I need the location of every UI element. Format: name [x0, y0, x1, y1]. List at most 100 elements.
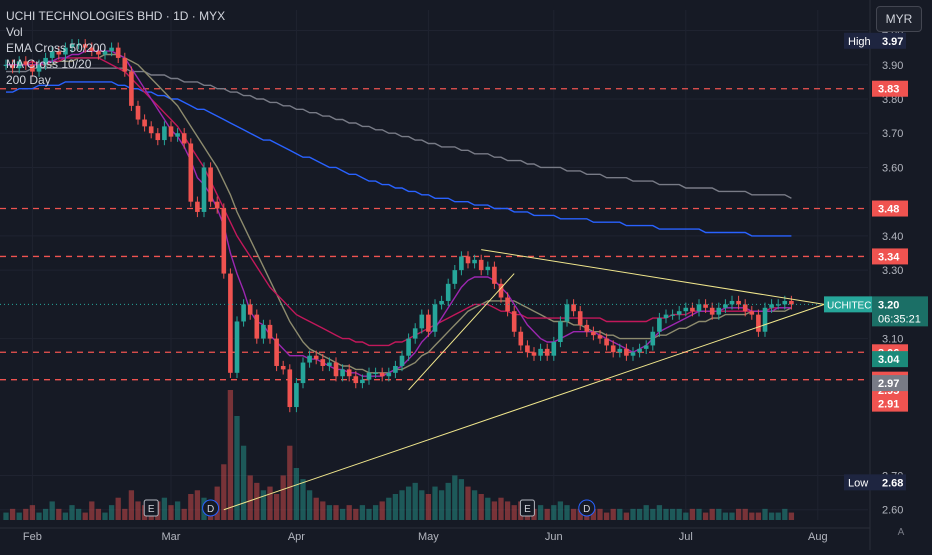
candle-body [736, 300, 741, 305]
volume-bar [498, 497, 504, 520]
candle-body [201, 167, 207, 212]
volume-bar [333, 505, 339, 520]
candle-body [485, 266, 491, 271]
level-price-tag: 3.83 [878, 84, 899, 96]
candle-body [36, 64, 42, 72]
candle-body [393, 365, 398, 373]
price-tick-label: 3.80 [882, 94, 903, 106]
price-tick-label: 2.60 [882, 505, 903, 517]
candle-body [373, 372, 378, 375]
legend-ma-cross[interactable]: MA Cross 10/20 [6, 57, 92, 71]
volume-bar [623, 512, 630, 520]
volume-bar [9, 508, 16, 520]
volume-bar [273, 494, 280, 520]
high-marker-bg [844, 32, 906, 49]
volume-bar [339, 508, 346, 520]
volume-bar [696, 508, 702, 520]
volume-bar [23, 508, 29, 520]
candle-body [432, 304, 438, 332]
candle-body [307, 355, 312, 363]
candle-body [419, 314, 425, 329]
dividend-marker [202, 499, 220, 517]
candle-body [591, 331, 596, 336]
candle-body [214, 201, 220, 209]
volume-bar [722, 512, 729, 520]
candle-body [76, 44, 81, 46]
volume-bar [188, 494, 194, 520]
last-symbol-label: UCHITEC [827, 300, 871, 311]
high-label: High [848, 36, 871, 48]
currency-selector[interactable]: MYR [876, 6, 922, 32]
volume-bar [181, 508, 187, 520]
volume-bar [379, 501, 385, 520]
dividend-marker [578, 499, 596, 517]
volume-bar [227, 390, 234, 520]
legend-200-day[interactable]: 200 Day [6, 73, 51, 87]
candle-body [663, 314, 669, 319]
volume-bar [768, 512, 775, 520]
symbol-title[interactable]: UCHI TECHNOLOGIES BHD · 1D · MYX [6, 9, 226, 23]
volume-bar [643, 505, 649, 520]
candle-body [366, 372, 372, 380]
volume-bar [458, 479, 465, 520]
candle-body [789, 300, 794, 305]
event-label: D [207, 504, 214, 515]
volume-bar [663, 508, 669, 520]
candle-body [492, 266, 497, 284]
candle-body [577, 311, 583, 325]
candle-body [472, 259, 477, 264]
chart-legend: UCHI TECHNOLOGIES BHD · 1D · MYX Vol EMA… [6, 8, 225, 88]
candle-body [538, 348, 543, 356]
candle-body [228, 273, 233, 373]
volume-bar [465, 486, 471, 520]
volume-bar [386, 497, 392, 520]
candle-body [327, 362, 332, 366]
volume-bar [366, 508, 372, 520]
candle-body [709, 307, 715, 315]
level-price-tag-bg [872, 248, 908, 265]
candle-body [525, 345, 530, 353]
time-tick-label: Apr [288, 531, 305, 543]
candle-body [597, 335, 603, 339]
volume-bar [636, 508, 643, 520]
volume-bar [610, 508, 616, 520]
low-marker-bg [844, 474, 906, 491]
candle-body [261, 324, 266, 339]
volume-bar [62, 512, 69, 520]
auto-scale-button[interactable]: A [897, 527, 905, 538]
candle-body [756, 314, 761, 332]
candle-body [23, 61, 29, 65]
legend-ema-cross[interactable]: EMA Cross 50/200 [6, 41, 107, 55]
candle-body [287, 369, 293, 408]
volume-bar [280, 475, 286, 520]
volume-bar [709, 508, 715, 520]
candle-body [280, 365, 286, 370]
candle-body [676, 311, 682, 315]
volume-bar [689, 508, 696, 520]
volume-bar [570, 508, 577, 520]
candle-body [142, 119, 147, 127]
candle-body [742, 304, 748, 312]
volume-bar [782, 508, 788, 520]
legend-volume[interactable]: Vol [6, 25, 23, 39]
last-symbol-bg [824, 296, 872, 313]
candle-body [551, 342, 557, 356]
price-tick-label: 3.30 [882, 265, 903, 277]
candle-body [208, 167, 213, 202]
candle-body [452, 270, 458, 284]
candle-body [56, 51, 62, 55]
level-price-tag: 3.34 [878, 251, 900, 263]
volume-bar [551, 505, 557, 520]
candle-body [96, 51, 101, 55]
candle-body [643, 345, 649, 349]
candle-body [181, 133, 187, 144]
candle-body [115, 47, 121, 58]
volume-bar [683, 512, 689, 520]
candle-body [294, 383, 299, 408]
candle-body [195, 201, 200, 212]
candle-body [234, 321, 240, 373]
volume-bar [29, 505, 36, 520]
